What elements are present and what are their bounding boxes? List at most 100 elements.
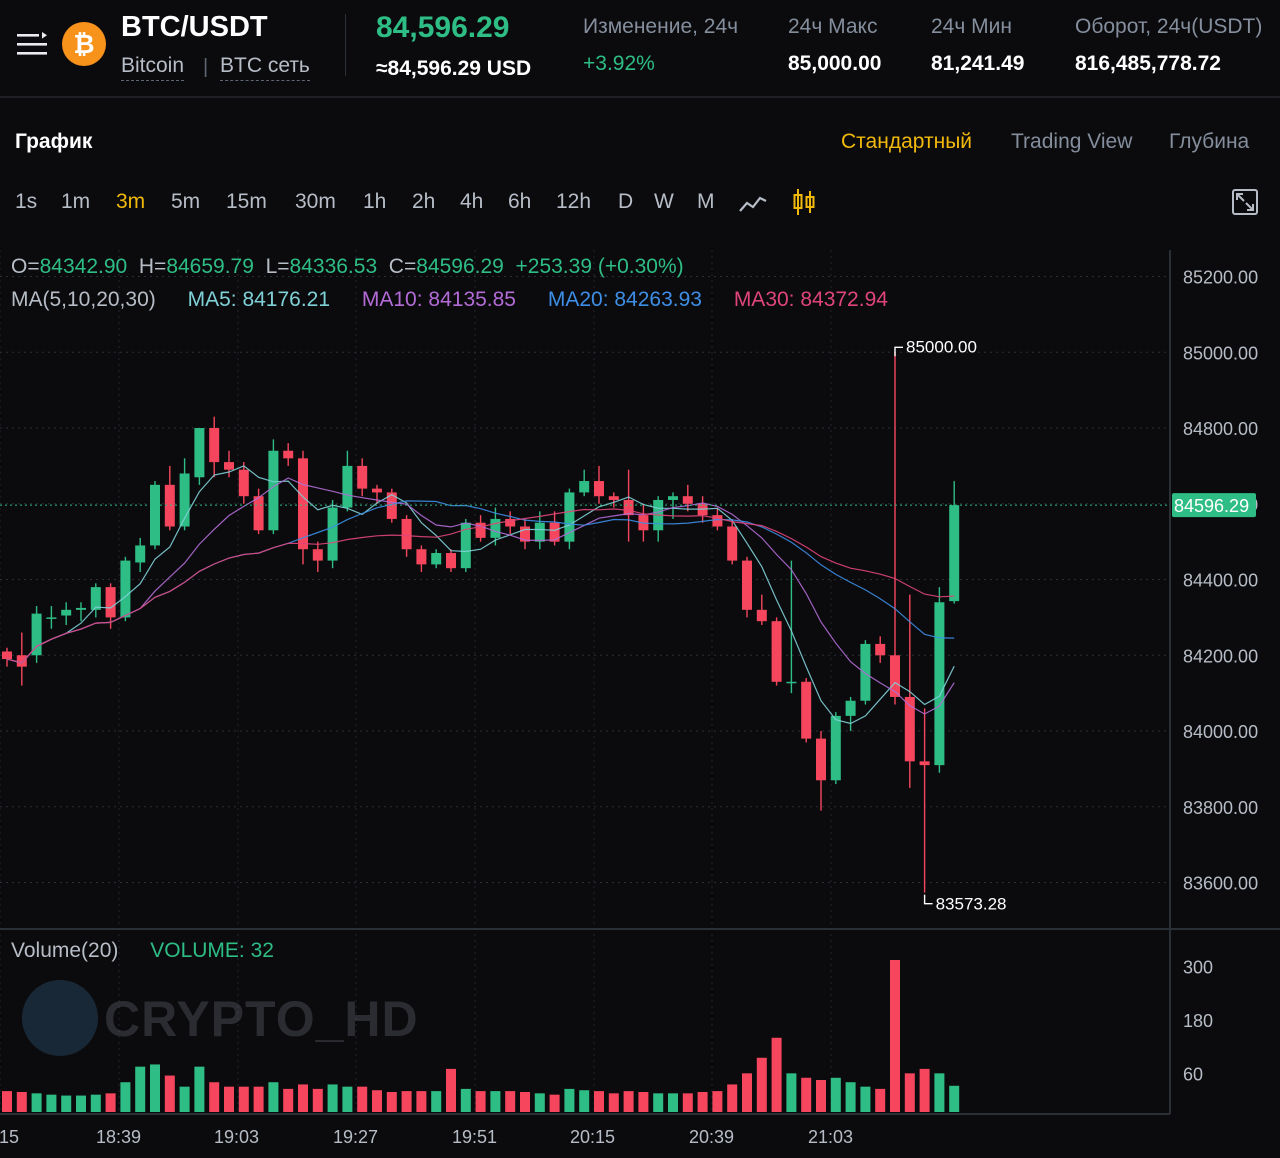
price-axis-label: 83600.00 xyxy=(1183,874,1258,894)
line-chart-icon[interactable] xyxy=(739,193,767,215)
candle-body xyxy=(949,505,960,602)
last-price-usd: ≈84,596.29 USD xyxy=(376,57,532,80)
volume-bar xyxy=(549,1094,560,1112)
volume-bar xyxy=(16,1092,27,1112)
candle-body xyxy=(357,465,368,489)
timeframe-d[interactable]: D xyxy=(618,190,634,213)
volume-bar xyxy=(238,1086,249,1112)
candle-body xyxy=(2,651,12,660)
candle-body xyxy=(608,496,619,500)
candle-body xyxy=(90,587,101,610)
timeframe-30m[interactable]: 30m xyxy=(295,190,336,213)
volume-bar xyxy=(756,1057,767,1112)
volume-bar xyxy=(475,1091,486,1112)
volume-axis-label: 60 xyxy=(1183,1064,1203,1084)
min-marker xyxy=(923,894,933,905)
volume-bar xyxy=(623,1091,634,1112)
candle-body xyxy=(534,522,545,542)
timeframe-15m[interactable]: 15m xyxy=(226,190,267,213)
watermark-text: CRYPTO_HD xyxy=(104,991,419,1047)
candle-body xyxy=(342,465,353,508)
timeframe-3m[interactable]: 3m xyxy=(116,190,146,213)
candle-body xyxy=(150,484,160,546)
menu-icon[interactable] xyxy=(16,30,48,60)
candle-body xyxy=(890,655,900,697)
volume-legend: Volume(20) VOLUME: 32 xyxy=(11,939,274,963)
candle-body xyxy=(253,496,264,531)
volume-bar xyxy=(520,1092,530,1112)
volume-bar xyxy=(179,1086,190,1112)
high-24h-value: 85,000.00 xyxy=(788,52,882,75)
volume-bar xyxy=(727,1084,738,1112)
candle-body xyxy=(727,526,738,561)
ma30-line xyxy=(6,508,955,664)
low-24h-value: 81,241.49 xyxy=(931,52,1025,75)
high-value: 84659.79 xyxy=(166,255,254,278)
volume-bar xyxy=(194,1066,205,1112)
timeframe-4h[interactable]: 4h xyxy=(460,190,484,213)
turnover-24h-label: Оборот, 24ч(USDT) xyxy=(1075,15,1263,38)
low-label: L= xyxy=(265,255,290,278)
tab-standard[interactable]: Стандартный xyxy=(841,130,973,153)
timeframe-12h[interactable]: 12h xyxy=(556,190,592,213)
watermark: CRYPTO_HD xyxy=(22,980,442,1060)
coin-name-link[interactable]: Bitcoin xyxy=(121,54,185,81)
volume-bar xyxy=(120,1082,131,1112)
candle-body xyxy=(164,484,175,527)
candle-body xyxy=(712,515,723,527)
candlestick-chart-icon[interactable] xyxy=(792,188,816,216)
volume-bar xyxy=(209,1082,220,1112)
tab-depth[interactable]: Глубина xyxy=(1169,130,1250,153)
open-label: O= xyxy=(11,255,40,278)
timeframe-1s[interactable]: 1s xyxy=(15,190,38,213)
fullscreen-icon[interactable] xyxy=(1231,188,1259,216)
last-price: 84,596.29 xyxy=(376,11,510,44)
price-axis-label: 83800.00 xyxy=(1183,798,1258,818)
timeframe-m[interactable]: M xyxy=(697,190,715,213)
candle-body xyxy=(549,522,560,542)
trading-pair[interactable]: BTC/USDT xyxy=(121,11,268,43)
candle-body xyxy=(446,553,456,569)
price-axis-label: 84000.00 xyxy=(1183,722,1258,742)
close-label: C= xyxy=(388,255,417,278)
open-value: 84342.90 xyxy=(39,255,128,278)
time-axis-label: 19:51 xyxy=(452,1127,497,1147)
timeframe-1h[interactable]: 1h xyxy=(363,190,387,213)
tab-trading-view[interactable]: Trading View xyxy=(1011,130,1133,153)
change-24h-label: Изменение, 24ч xyxy=(583,15,739,38)
volume-bar xyxy=(712,1091,723,1112)
volume-bar xyxy=(860,1086,871,1112)
volume-bar xyxy=(816,1080,826,1112)
candle-body xyxy=(312,549,323,561)
timeframe-1m[interactable]: 1m xyxy=(61,190,91,213)
volume-bar xyxy=(312,1088,323,1112)
timeframe-w[interactable]: W xyxy=(654,190,674,213)
candle-body xyxy=(135,545,146,563)
ohlc-legend: O=84342.90 H=84659.79 L=84336.53 C=84596… xyxy=(11,255,684,279)
telegram-icon xyxy=(22,980,98,1056)
volume-bar xyxy=(164,1075,175,1112)
timeframe-2h[interactable]: 2h xyxy=(412,190,436,213)
candle-body xyxy=(224,462,234,470)
time-axis-label: 18:39 xyxy=(96,1127,141,1147)
price-axis-label: 85200.00 xyxy=(1183,268,1258,288)
header-divider-line xyxy=(0,96,1280,98)
timeframe-5m[interactable]: 5m xyxy=(171,190,201,213)
candle-body xyxy=(682,496,693,504)
volume-bar xyxy=(534,1093,545,1112)
max-label: 85000.00 xyxy=(906,337,977,356)
timeframe-6h[interactable]: 6h xyxy=(508,190,532,213)
volume-bar xyxy=(61,1095,72,1112)
volume-bar xyxy=(401,1091,412,1112)
network-link[interactable]: BTC сеть xyxy=(220,54,310,81)
volume-bar xyxy=(431,1091,442,1112)
candle-body xyxy=(830,715,841,781)
volume-bar xyxy=(490,1091,501,1112)
volume-bar xyxy=(771,1037,782,1112)
volume-axis-label: 180 xyxy=(1183,1011,1213,1031)
time-axis-label: 20:39 xyxy=(689,1127,734,1147)
separator: | xyxy=(203,56,209,78)
volume-bar xyxy=(890,960,900,1112)
candle-body xyxy=(668,496,678,500)
